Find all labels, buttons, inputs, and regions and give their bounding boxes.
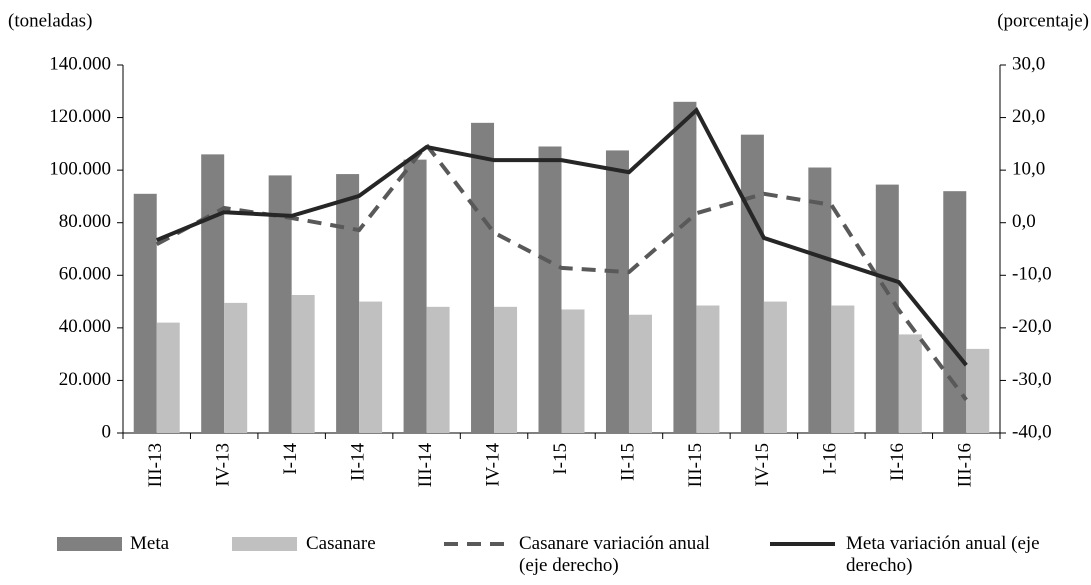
y2-tick-label: 20,0 [1012,106,1045,127]
bar [561,309,585,433]
y-tick-label: 40.000 [59,316,111,337]
bar [336,174,360,434]
bar [359,301,383,433]
x-tick-label: I-14 [280,443,301,475]
y-tick-label: 140.000 [49,53,111,74]
y2-axis-label: (porcentaje) [997,10,1089,31]
y2-tick-label: 0,0 [1012,211,1036,232]
bar [740,134,764,433]
legend-label: Casanare [306,533,376,554]
bar [133,193,157,433]
bar [696,305,720,433]
y2-tick-label: -20,0 [1012,316,1052,337]
y2-tick-label: -40,0 [1012,421,1052,442]
line-series [155,106,968,367]
bar [494,306,518,433]
x-tick-label: II-14 [347,443,368,481]
legend-swatch [232,537,297,551]
legend-label: Meta [130,533,170,554]
y2-tick-label: 30,0 [1012,53,1045,74]
bar [156,322,180,433]
bar [605,150,629,433]
bar [426,306,450,433]
legend-label: Casanare variación anual (eje derecho) [519,533,710,576]
y2-tick-label: -30,0 [1012,369,1052,390]
x-tick-label: III-13 [145,443,166,487]
x-tick-label: IV-15 [752,443,773,487]
bar [471,122,495,433]
y-tick-label: 100.000 [49,159,111,180]
bar [875,184,899,433]
bar [763,301,787,433]
y2-tick-label: -10,0 [1012,264,1052,285]
x-tick-label: III-16 [955,443,976,487]
legend-swatch [57,537,122,551]
y-tick-label: 80.000 [59,211,111,232]
y-tick-label: 20.000 [59,369,111,390]
x-tick-label: II-15 [617,443,638,481]
bar [831,305,855,433]
x-tick-label: I-16 [820,443,841,475]
bar [291,295,315,433]
line-series [155,141,968,402]
x-tick-label: I-15 [550,443,571,475]
y2-tick-label: 10,0 [1012,159,1045,180]
x-tick-label: III-14 [415,443,436,488]
bar [898,334,922,433]
x-tick-label: IV-14 [482,443,503,487]
bar [224,302,248,433]
legend-label: Meta variación anual (eje derecho) [846,533,1040,576]
y-axis-label: (toneladas) [8,10,92,31]
bar [673,101,697,434]
bar [966,348,990,433]
bar [403,159,427,433]
bar [628,314,652,433]
x-tick-label: II-16 [887,443,908,481]
bar [538,146,562,433]
bar [201,154,225,433]
y-tick-label: 120.000 [49,106,111,127]
x-tick-label: IV-13 [213,443,234,487]
y-tick-label: 0 [102,421,112,442]
bar [808,167,832,433]
bar [943,191,967,433]
bar [268,175,292,433]
x-tick-label: III-15 [685,443,706,487]
y-tick-label: 60.000 [59,264,111,285]
